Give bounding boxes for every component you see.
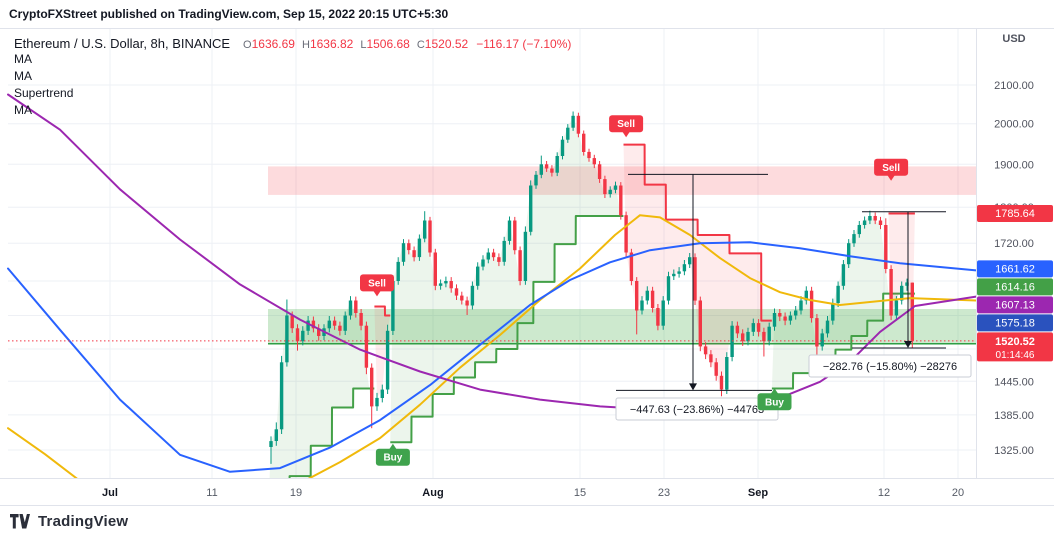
svg-text:Sell: Sell	[617, 119, 635, 130]
buy-signal-label: Buy	[375, 443, 410, 466]
price-axis-badge: 1785.64	[977, 205, 1053, 222]
sell-signal-label: Sell	[360, 274, 394, 297]
svg-text:1720.00: 1720.00	[994, 238, 1034, 250]
price-axis-badge: 1520.52 01:14:46	[977, 332, 1053, 362]
svg-text:1785.64: 1785.64	[995, 208, 1035, 220]
supertrend-indicator	[269, 115, 915, 480]
svg-text:1575.18: 1575.18	[995, 317, 1035, 329]
price-gridlines	[8, 84, 976, 451]
price-axis-badge: 1614.16	[977, 278, 1053, 296]
svg-text:1607.13: 1607.13	[995, 299, 1035, 311]
svg-text:1614.16: 1614.16	[995, 281, 1035, 293]
price-axis-currency[interactable]: USD	[1002, 33, 1025, 45]
svg-text:Jul: Jul	[102, 487, 118, 499]
sell-signal-label: Sell	[609, 115, 644, 138]
ma-yellow-line	[7, 214, 977, 480]
price-axis-badge: 1575.18	[977, 314, 1053, 332]
svg-text:11: 11	[206, 487, 217, 499]
bar-countdown: 01:14:46	[996, 350, 1035, 361]
open-value: 1636.69	[251, 37, 295, 51]
svg-text:19: 19	[290, 487, 302, 499]
svg-text:1661.62: 1661.62	[995, 263, 1035, 275]
time-axis-labels[interactable]: Jul 11 19 Aug 15 23 Sep 12 20	[102, 487, 964, 499]
indicator-label-ma1[interactable]: MA	[14, 52, 32, 66]
svg-text:1445.00: 1445.00	[994, 376, 1034, 388]
high-value: 1636.82	[309, 37, 354, 51]
price-range-measurement[interactable]: −447.63 (−23.86%) −44763	[615, 173, 779, 421]
indicator-label-ma3[interactable]: MA	[14, 103, 32, 117]
ohlc-readout: O1636.69 H1636.82 L1506.68 C1520.52 −116.17 …	[236, 37, 571, 51]
svg-text:1385.00: 1385.00	[994, 410, 1034, 422]
svg-text:Buy: Buy	[383, 453, 402, 464]
price-axis-badge: 1661.62	[977, 260, 1053, 278]
svg-text:12: 12	[878, 487, 890, 499]
low-value: 1506.68	[366, 37, 410, 51]
svg-text:1900.00: 1900.00	[994, 159, 1034, 171]
publish-header: CryptoFXStreet published on TradingView.…	[0, 0, 1054, 28]
svg-text:15: 15	[574, 487, 586, 499]
ma-blue-line	[7, 241, 977, 473]
measurement-label: −282.76 (−15.80%) −28276	[823, 361, 957, 373]
svg-text:Sep: Sep	[748, 487, 768, 499]
indicator-label-ma2[interactable]: MA	[14, 69, 32, 83]
price-range-measurement[interactable]: −282.76 (−15.80%) −28276	[808, 211, 972, 378]
indicator-label-supertrend[interactable]: Supertrend	[14, 86, 74, 100]
svg-text:1520.52: 1520.52	[995, 336, 1035, 348]
symbol-title[interactable]: Ethereum / U.S. Dollar, 8h, BINANCE	[14, 36, 231, 51]
svg-text:23: 23	[658, 487, 670, 499]
change-value: −116.17 (−7.10%)	[476, 37, 572, 51]
chart-legend: Ethereum / U.S. Dollar, 8h, BINANCE O1636…	[14, 36, 571, 119]
sell-signal-label: Sell	[874, 158, 909, 181]
svg-text:Sell: Sell	[882, 163, 900, 174]
svg-text:Sell: Sell	[368, 278, 386, 289]
open-label: O	[243, 39, 252, 51]
high-label: H	[301, 39, 310, 51]
svg-text:2000.00: 2000.00	[994, 119, 1034, 131]
measurement-label: −447.63 (−23.86%) −44763	[630, 404, 764, 416]
svg-text:20: 20	[952, 487, 964, 499]
svg-text:Buy: Buy	[765, 397, 784, 408]
low-label: L	[360, 39, 367, 51]
legend-main-row: Ethereum / U.S. Dollar, 8h, BINANCE O1636…	[14, 36, 571, 51]
close-label: C	[416, 39, 425, 51]
tradingview-logo-text[interactable]: TradingView	[38, 513, 129, 530]
publish-attribution: CryptoFXStreet published on TradingView.…	[9, 7, 449, 21]
svg-text:1325.00: 1325.00	[994, 445, 1034, 457]
svg-text:Aug: Aug	[422, 487, 443, 499]
price-axis-badge: 1607.13	[977, 296, 1053, 314]
tradingview-logo-icon[interactable]	[10, 514, 31, 529]
svg-text:2100.00: 2100.00	[994, 80, 1034, 92]
footer-bar: TradingView	[0, 506, 1054, 537]
close-value: 1520.52	[424, 37, 469, 51]
buy-signal-label: Buy	[757, 388, 792, 411]
